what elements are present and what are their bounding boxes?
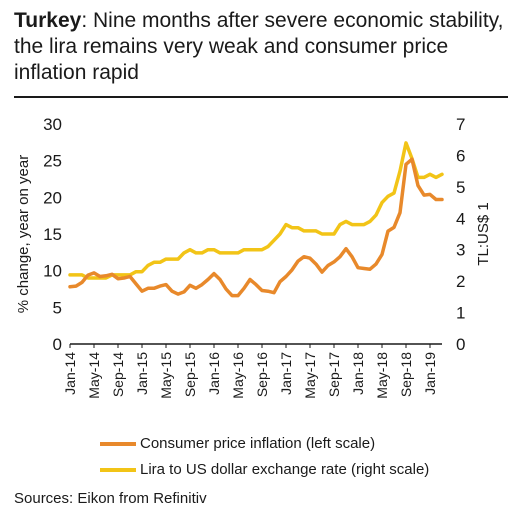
title-rule bbox=[14, 96, 508, 98]
x-tick-label: Jan-14 bbox=[62, 352, 78, 395]
y-right-tick-label: 7 bbox=[456, 115, 465, 134]
y-right-tick-label: 0 bbox=[456, 335, 465, 354]
chart-title: Turkey: Nine months after severe economi… bbox=[14, 8, 509, 86]
line-chart: 0 5 10 15 20 25 30 0 1 2 3 4 5 6 7 Jan-14 May-14 Sep-14 Ja… bbox=[15, 115, 492, 399]
y-right-tick-label: 1 bbox=[456, 304, 465, 323]
y-left-tick-label: 0 bbox=[53, 335, 62, 354]
x-tick-label: May-18 bbox=[374, 352, 390, 399]
y-right-tick-label: 6 bbox=[456, 146, 465, 165]
x-tick-label: Sep-14 bbox=[110, 352, 126, 397]
y-left-axis-label: % change, year on year bbox=[15, 155, 32, 313]
y-right-axis-label: TL:US$ 1 bbox=[475, 202, 492, 265]
x-tick-label: Sep-17 bbox=[326, 352, 342, 397]
y-right-tick-label: 4 bbox=[456, 209, 465, 228]
source-note: Sources: Eikon from Refinitiv bbox=[14, 490, 207, 507]
x-tick-label: Sep-15 bbox=[182, 352, 198, 397]
y-left-tick-label: 15 bbox=[43, 225, 62, 244]
y-right-tick-label: 2 bbox=[456, 272, 465, 291]
x-tick-label: May-16 bbox=[230, 352, 246, 399]
series-line-lira bbox=[68, 141, 444, 280]
x-tick-label: May-17 bbox=[302, 352, 318, 399]
x-tick-label: Sep-16 bbox=[254, 352, 270, 397]
y-right-tick-label: 5 bbox=[456, 178, 465, 197]
y-left-tick-label: 20 bbox=[43, 188, 62, 207]
series-line-cpi bbox=[68, 157, 444, 298]
title-rest: : Nine months after severe economic stab… bbox=[14, 9, 504, 84]
x-tick-label: Jan-18 bbox=[350, 352, 366, 395]
y-left-tick-label: 30 bbox=[43, 115, 62, 134]
legend-swatch-lira bbox=[100, 467, 136, 472]
y-left-tick-label: 10 bbox=[43, 262, 62, 281]
x-tick-label: Jan-17 bbox=[278, 352, 294, 395]
x-tick-label: May-15 bbox=[158, 352, 174, 399]
x-tick-label: Jan-19 bbox=[422, 352, 438, 395]
legend-label-lira: Lira to US dollar exchange rate (right s… bbox=[140, 461, 430, 478]
y-left-tick-label: 5 bbox=[53, 298, 62, 317]
title-lead: Turkey bbox=[14, 9, 82, 32]
legend-item-lira: Lira to US dollar exchange rate (right s… bbox=[100, 461, 429, 478]
y-left-tick-label: 25 bbox=[43, 152, 62, 171]
legend-swatch-cpi bbox=[100, 441, 136, 446]
x-tick-label: Jan-15 bbox=[134, 352, 150, 395]
legend-item-cpi: Consumer price inflation (left scale) bbox=[100, 435, 375, 452]
legend-label-cpi: Consumer price inflation (left scale) bbox=[140, 435, 376, 452]
x-tick-label: Sep-18 bbox=[398, 352, 414, 397]
y-right-tick-label: 3 bbox=[456, 241, 465, 260]
x-tick-label: Jan-16 bbox=[206, 352, 222, 395]
x-tick-label: May-14 bbox=[86, 352, 102, 399]
